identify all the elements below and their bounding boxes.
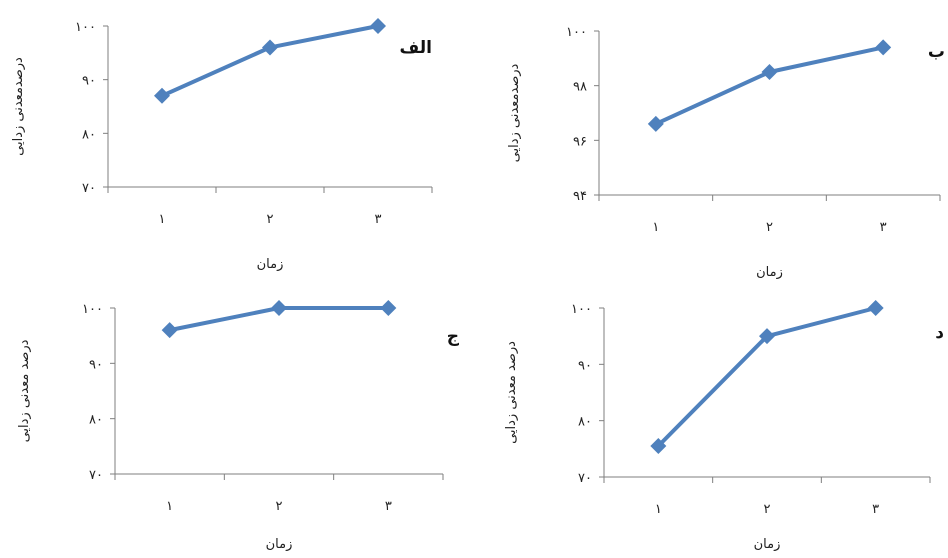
y-axis-title: درصدمعدنی زدایی	[507, 63, 522, 162]
data-point	[271, 300, 287, 316]
y-axis-title: درصد معدنی زدایی	[17, 339, 32, 442]
data-point	[650, 438, 667, 455]
data-point	[380, 300, 397, 316]
series-line	[653, 45, 886, 126]
x-tick-label: ۲	[766, 220, 773, 235]
data-point	[875, 39, 892, 56]
x-axis-title: زمان	[754, 537, 781, 552]
data-point	[761, 64, 778, 80]
y-tick-label: ۱۰۰	[566, 25, 587, 40]
y-tick-label: ۷۰	[89, 468, 103, 483]
panel-label: ب	[928, 42, 945, 62]
x-tick-label: ۳	[880, 220, 887, 235]
data-point	[262, 39, 278, 56]
chart-panel-1: ۷۰ ۸۰ ۹۰ ۱۰۰ ۱ ۲ ۳ زمان درصدمعدنی زدایی الف	[11, 18, 433, 272]
y-axis-title: درصد معدنی زدایی	[504, 341, 519, 444]
y-tick-label: ۹۶	[573, 134, 587, 149]
chart-panel-4: ۷۰ ۸۰ ۹۰ ۱۰۰ ۱ ۲ ۳ زمان درصد معدنی زدایی د	[504, 300, 944, 552]
chart-panel-2: ۹۴ ۹۶ ۹۸ ۱۰۰ ۱ ۲ ۳ زمان درصدمعدنی زدایی ب	[507, 25, 945, 280]
y-tick-label: ۸۰	[578, 415, 592, 430]
y-tick-label: ۱۰۰	[82, 302, 103, 317]
x-tick-label: ۱	[166, 499, 173, 514]
y-tick-label: ۱۰۰	[571, 302, 592, 317]
y-tick-label: ۸۰	[82, 127, 96, 142]
x-axis-title: زمان	[266, 537, 293, 552]
x-axis-title: زمان	[756, 265, 783, 280]
y-tick-label: ۹۴	[573, 189, 587, 204]
y-tick-label: ۸۰	[89, 413, 103, 428]
y-tick-label: ۹۰	[82, 74, 96, 89]
data-point	[370, 18, 386, 34]
data-point	[161, 322, 178, 339]
y-tick-label: ۹۸	[573, 80, 587, 95]
x-tick-label: ۱	[159, 212, 166, 227]
data-point	[759, 328, 775, 345]
y-tick-label: ۷۰	[578, 471, 592, 486]
y-tick-label: ۷۰	[82, 181, 96, 196]
panel-label: ج	[447, 327, 460, 347]
x-tick-label: ۱	[652, 220, 659, 235]
panel-label: الف	[400, 38, 432, 58]
chart-panel-3: ۷۰ ۸۰ ۹۰ ۱۰۰ ۱ ۲ ۳ زمان درصد معدنی زدایی ج	[17, 300, 460, 552]
x-tick-label: ۲	[276, 499, 283, 514]
panel-label: د	[935, 323, 944, 343]
data-point	[647, 115, 664, 132]
data-point	[867, 300, 884, 316]
x-tick-label: ۳	[872, 502, 879, 517]
y-tick-label: ۹۰	[89, 357, 103, 372]
x-axis-title: زمان	[257, 257, 284, 272]
y-tick-label: ۱۰۰	[75, 20, 96, 35]
x-tick-label: ۲	[764, 502, 771, 517]
x-tick-label: ۲	[267, 212, 274, 227]
data-point	[154, 87, 170, 104]
x-tick-label: ۳	[375, 212, 382, 227]
x-tick-label: ۳	[385, 499, 392, 514]
series-line	[160, 24, 380, 98]
y-axis-title: درصدمعدنی زدایی	[11, 57, 26, 156]
x-tick-label: ۱	[655, 502, 662, 517]
y-tick-label: ۹۰	[578, 358, 592, 373]
